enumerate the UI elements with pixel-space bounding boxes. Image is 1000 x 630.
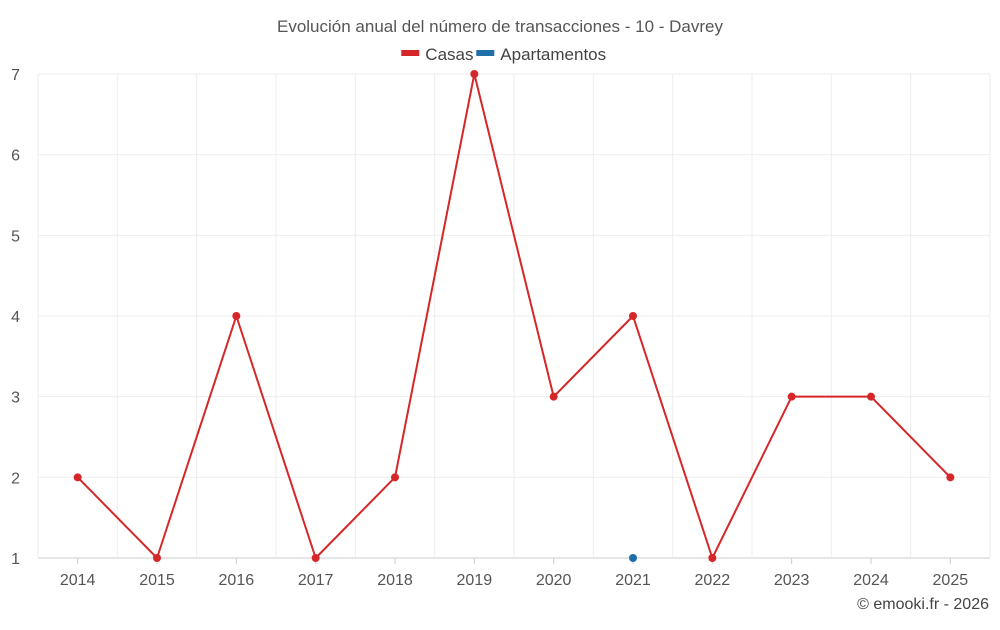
- data-point-casas[interactable]: [470, 70, 479, 78]
- legend-swatch: [401, 50, 420, 56]
- data-point-casas[interactable]: [946, 473, 955, 482]
- data-point-casas[interactable]: [549, 392, 558, 401]
- x-tick-label: 2025: [933, 572, 969, 589]
- y-axis: 1 2 3 4 5 6 7: [11, 67, 20, 568]
- legend-item-casas[interactable]: Casas: [401, 45, 473, 64]
- footer-credit: © emooki.fr - 2026: [857, 596, 989, 613]
- data-point-casas[interactable]: [787, 392, 796, 401]
- x-tick-label: 2015: [139, 572, 175, 589]
- y-tick-label: 5: [11, 228, 20, 245]
- x-tick-label: 2023: [774, 572, 810, 589]
- y-tick-label: 4: [11, 309, 20, 326]
- legend-item-apartamentos[interactable]: Apartamentos: [476, 45, 606, 64]
- data-point-casas[interactable]: [73, 473, 82, 482]
- x-tick-label: 2017: [298, 572, 334, 589]
- series-line-casas: [76, 73, 952, 559]
- x-tick-label: 2016: [219, 572, 255, 589]
- y-tick-label: 6: [11, 148, 20, 165]
- legend-label: Casas: [425, 45, 473, 64]
- y-tick-label: 3: [11, 390, 20, 407]
- data-point-casas[interactable]: [311, 554, 320, 562]
- y-tick-label: 2: [11, 470, 20, 487]
- data-point-casas[interactable]: [232, 312, 241, 320]
- y-tick-label: 1: [11, 551, 20, 568]
- x-axis: 2014 2015 2016 2017 2018 2019 2020 2021 2022 2023…: [60, 558, 968, 589]
- legend-swatch: [476, 50, 495, 56]
- x-tick-label: 2018: [377, 572, 413, 589]
- data-point-casas[interactable]: [867, 392, 875, 401]
- legend: Casas Apartamentos: [401, 45, 606, 64]
- data-point-casas[interactable]: [153, 554, 161, 562]
- legend-label: Apartamentos: [500, 45, 606, 64]
- x-tick-label: 2024: [853, 572, 889, 589]
- x-tick-label: 2022: [695, 572, 731, 589]
- series-layer: [73, 70, 955, 562]
- data-point-casas[interactable]: [708, 554, 717, 562]
- y-tick-label: 7: [11, 67, 20, 84]
- x-tick-label: 2014: [60, 572, 96, 589]
- x-tick-label: 2019: [457, 572, 493, 589]
- chart-title: Evolución anual del número de transaccio…: [277, 17, 724, 36]
- x-tick-label: 2020: [536, 572, 572, 589]
- x-tick-label: 2021: [615, 572, 651, 589]
- data-point-apartamentos[interactable]: [629, 554, 637, 562]
- data-point-casas[interactable]: [391, 473, 399, 482]
- data-point-casas[interactable]: [629, 312, 637, 320]
